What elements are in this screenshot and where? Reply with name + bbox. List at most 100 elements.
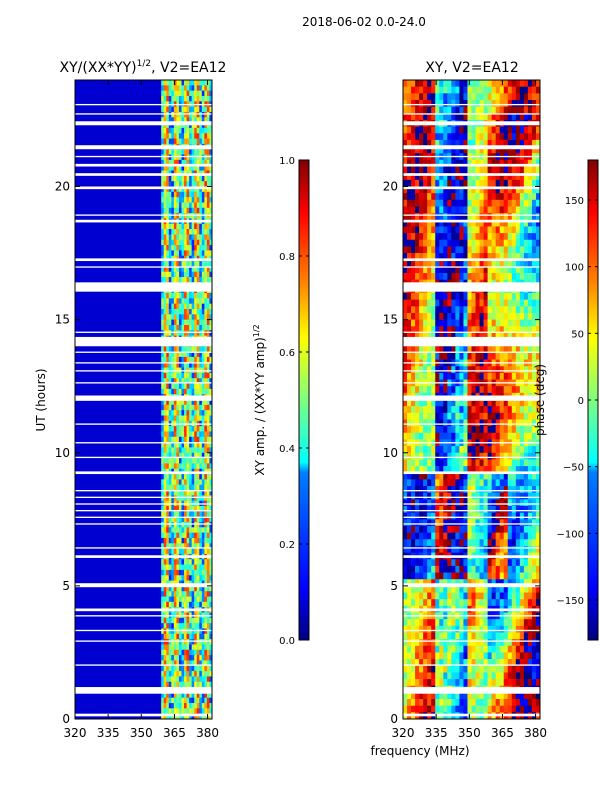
amplitude-heatmap-cell bbox=[194, 139, 197, 145]
phase-heatmap-cell bbox=[500, 486, 504, 493]
phase-heatmap-cell bbox=[504, 373, 508, 380]
amplitude-heatmap-cell bbox=[174, 634, 177, 640]
phase-heatmap-cell bbox=[411, 386, 415, 393]
phase-heatmap-cell bbox=[415, 353, 419, 360]
amplitude-heatmap-cell bbox=[164, 591, 167, 597]
phase-heatmap-cell bbox=[435, 539, 439, 546]
amplitude-heatmap-cell bbox=[166, 426, 169, 432]
phase-heatmap-cell bbox=[463, 593, 467, 600]
phase-heatmap-cell bbox=[447, 127, 451, 134]
phase-heatmap-cell bbox=[431, 499, 435, 506]
amplitude-heatmap-cell bbox=[164, 293, 167, 299]
amplitude-heatmap-cell bbox=[182, 405, 185, 411]
phase-heatmap-cell bbox=[500, 626, 504, 633]
phase-heatmap-cell bbox=[472, 246, 476, 253]
amplitude-heatmap-cell bbox=[207, 389, 210, 395]
phase-heatmap-cell bbox=[500, 646, 504, 653]
phase-heatmap-cell bbox=[496, 93, 500, 100]
amplitude-heatmap-cell bbox=[171, 511, 174, 517]
phase-heatmap-cell bbox=[463, 433, 467, 440]
amplitude-heatmap-cell bbox=[194, 634, 197, 640]
phase-heatmap-cell bbox=[492, 206, 496, 213]
phase-heatmap-cell bbox=[407, 133, 411, 140]
amplitude-heatmap-cell bbox=[187, 224, 190, 230]
phase-heatmap-cell bbox=[427, 539, 431, 546]
amplitude-colorbar-tick-label: 0.2 bbox=[279, 540, 295, 551]
amplitude-heatmap-cell bbox=[164, 698, 167, 704]
phase-heatmap-cell bbox=[480, 599, 484, 606]
phase-heatmap-cell bbox=[423, 419, 427, 426]
amplitude-heatmap-cell bbox=[197, 320, 200, 326]
amplitude-heatmap-cell bbox=[192, 644, 195, 650]
amplitude-heatmap-cell bbox=[202, 272, 205, 278]
amplitude-heatmap-cell bbox=[184, 309, 187, 315]
phase-heatmap-cell bbox=[459, 453, 463, 460]
phase-heatmap-cell bbox=[472, 206, 476, 213]
phase-heatmap-cell bbox=[500, 133, 504, 140]
amplitude-heatmap-cell bbox=[207, 527, 210, 533]
amplitude-heatmap-cell bbox=[161, 357, 164, 363]
phase-heatmap-cell bbox=[451, 240, 455, 247]
phase-heatmap-cell bbox=[411, 459, 415, 466]
amplitude-heatmap-cell bbox=[192, 229, 195, 235]
phase-heatmap-cell bbox=[455, 539, 459, 546]
phase-heatmap-cell bbox=[423, 413, 427, 420]
phase-heatmap-cell bbox=[431, 679, 435, 686]
phase-heatmap-cell bbox=[435, 193, 439, 200]
amplitude-heatmap-cell bbox=[174, 155, 177, 161]
amplitude-heatmap-cell bbox=[202, 325, 205, 331]
amplitude-heatmap-cell bbox=[182, 181, 185, 187]
amplitude-heatmap-cell bbox=[174, 149, 177, 155]
amplitude-heatmap-cell bbox=[207, 485, 210, 491]
phase-heatmap-cell bbox=[476, 233, 480, 240]
phase-heatmap-cell bbox=[403, 499, 407, 506]
phase-heatmap-cell bbox=[439, 632, 443, 639]
phase-heatmap-cell bbox=[447, 320, 451, 327]
phase-heatmap-cell bbox=[407, 213, 411, 220]
amplitude-heatmap-cell bbox=[192, 639, 195, 645]
phase-heatmap-cell bbox=[443, 632, 447, 639]
amplitude-heatmap-cell bbox=[197, 570, 200, 576]
phase-heatmap-cell bbox=[423, 566, 427, 573]
amplitude-heatmap-cell bbox=[171, 549, 174, 555]
amplitude-heatmap-cell bbox=[179, 591, 182, 597]
phase-heatmap-cell bbox=[423, 499, 427, 506]
amplitude-heatmap-cell bbox=[171, 181, 174, 187]
amplitude-heatmap-cell bbox=[166, 575, 169, 581]
phase-heatmap-cell bbox=[459, 566, 463, 573]
phase-heatmap-cell bbox=[411, 80, 415, 87]
amplitude-heatmap-cell bbox=[202, 533, 205, 539]
amplitude-heatmap-cell bbox=[176, 527, 179, 533]
phase-heatmap-cell bbox=[504, 446, 508, 453]
phase-heatmap-cell bbox=[423, 526, 427, 533]
phase-heatmap-cell bbox=[492, 226, 496, 233]
amplitude-heatmap-cell bbox=[161, 597, 164, 603]
phase-heatmap-cell bbox=[407, 300, 411, 307]
phase-heatmap-cell bbox=[407, 313, 411, 320]
amplitude-heatmap-cell bbox=[164, 575, 167, 581]
phase-heatmap-cell bbox=[439, 413, 443, 420]
phase-heatmap-cell bbox=[455, 167, 459, 174]
phase-heatmap-cell bbox=[488, 672, 492, 679]
amplitude-heatmap-cell bbox=[166, 618, 169, 624]
phase-heatmap-cell bbox=[496, 406, 500, 413]
amplitude-heatmap-cell bbox=[164, 176, 167, 182]
amplitude-x-tick-label: 365 bbox=[163, 726, 186, 740]
phase-heatmap-cell bbox=[500, 246, 504, 253]
phase-heatmap-cell bbox=[423, 479, 427, 486]
amplitude-heatmap-cell bbox=[184, 511, 187, 517]
amplitude-heatmap-cell bbox=[187, 415, 190, 421]
amplitude-heatmap-cell bbox=[204, 373, 207, 379]
phase-heatmap-cell bbox=[488, 519, 492, 526]
amplitude-heatmap-cell bbox=[179, 495, 182, 501]
amplitude-flagged-gap bbox=[75, 555, 212, 558]
amplitude-heatmap-cell bbox=[197, 597, 200, 603]
amplitude-heatmap-cell bbox=[179, 208, 182, 214]
amplitude-heatmap-cell bbox=[202, 522, 205, 528]
phase-heatmap-cell bbox=[459, 486, 463, 493]
amplitude-heatmap-cell bbox=[199, 527, 202, 533]
phase-heatmap-cell bbox=[423, 632, 427, 639]
amplitude-heatmap-cell bbox=[171, 485, 174, 491]
amplitude-heatmap-cell bbox=[182, 463, 185, 469]
amplitude-heatmap-cell bbox=[204, 655, 207, 661]
